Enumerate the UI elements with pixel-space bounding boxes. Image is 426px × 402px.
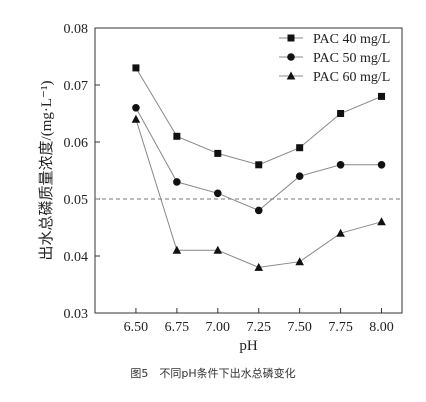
legend-marker-triangle bbox=[286, 71, 296, 80]
legend-label: PAC 60 mg/L bbox=[313, 70, 390, 85]
data-point-triangle bbox=[213, 245, 223, 254]
y-tick-label: 0.06 bbox=[64, 136, 89, 151]
y-tick-label: 0.05 bbox=[64, 193, 89, 208]
data-point-square bbox=[214, 149, 222, 157]
x-tick-label: 6.75 bbox=[165, 320, 190, 335]
y-tick-label: 0.08 bbox=[64, 22, 89, 37]
x-tick-label: 8.00 bbox=[369, 320, 394, 335]
series-line-triangle bbox=[135, 119, 382, 268]
series-line-circle bbox=[135, 107, 382, 211]
data-point-square bbox=[255, 161, 263, 169]
x-tick-label: 7.25 bbox=[246, 320, 271, 335]
x-tick-label: 7.75 bbox=[328, 320, 353, 335]
data-point-circle bbox=[336, 161, 345, 169]
chart: 0.03 0.04 0.05 0.06 0.07 0.08 6.50 6.75 7.00 7.25… bbox=[38, 22, 403, 354]
plot-frame bbox=[94, 27, 403, 314]
x-tick-label: 7.50 bbox=[287, 320, 312, 335]
x-tick-label: 7.00 bbox=[206, 320, 231, 335]
data-point-triangle bbox=[172, 245, 182, 254]
data-point-triangle bbox=[254, 262, 264, 271]
data-point-circle bbox=[173, 178, 181, 186]
plot-area: 0.03 0.04 0.05 0.06 0.07 0.08 6.50 6.75 7.00 7.25… bbox=[38, 22, 403, 354]
figure-caption: 图5 不同pH条件下出水总磷变化 bbox=[130, 367, 296, 380]
data-point-square bbox=[173, 132, 181, 140]
data-point-triangle bbox=[131, 114, 141, 123]
data-point-circle bbox=[132, 104, 140, 112]
data-point-circle bbox=[295, 172, 304, 180]
x-tick-label: 6.50 bbox=[124, 320, 149, 335]
data-point-circle bbox=[377, 161, 386, 169]
data-point-square bbox=[337, 110, 345, 117]
legend-marker-square bbox=[287, 34, 295, 42]
data-point-square bbox=[296, 144, 304, 152]
data-point-square bbox=[378, 92, 386, 100]
y-tick-label: 0.03 bbox=[64, 307, 89, 322]
data-point-triangle bbox=[377, 217, 386, 226]
y-axis-title: 出水总磷质量浓度/(mg·L⁻¹) bbox=[38, 81, 55, 261]
legend-marker-circle bbox=[287, 53, 295, 61]
data-point-circle bbox=[254, 206, 263, 215]
legend-label: PAC 40 mg/L bbox=[313, 32, 390, 47]
x-axis-title: pH bbox=[239, 338, 258, 354]
data-point-triangle bbox=[336, 228, 345, 237]
y-tick-label: 0.04 bbox=[64, 250, 89, 265]
legend-label: PAC 50 mg/L bbox=[313, 51, 390, 66]
data-point-square bbox=[132, 64, 140, 72]
y-tick-label: 0.07 bbox=[64, 79, 89, 94]
data-point-triangle bbox=[295, 257, 304, 266]
data-point-circle bbox=[214, 189, 222, 198]
